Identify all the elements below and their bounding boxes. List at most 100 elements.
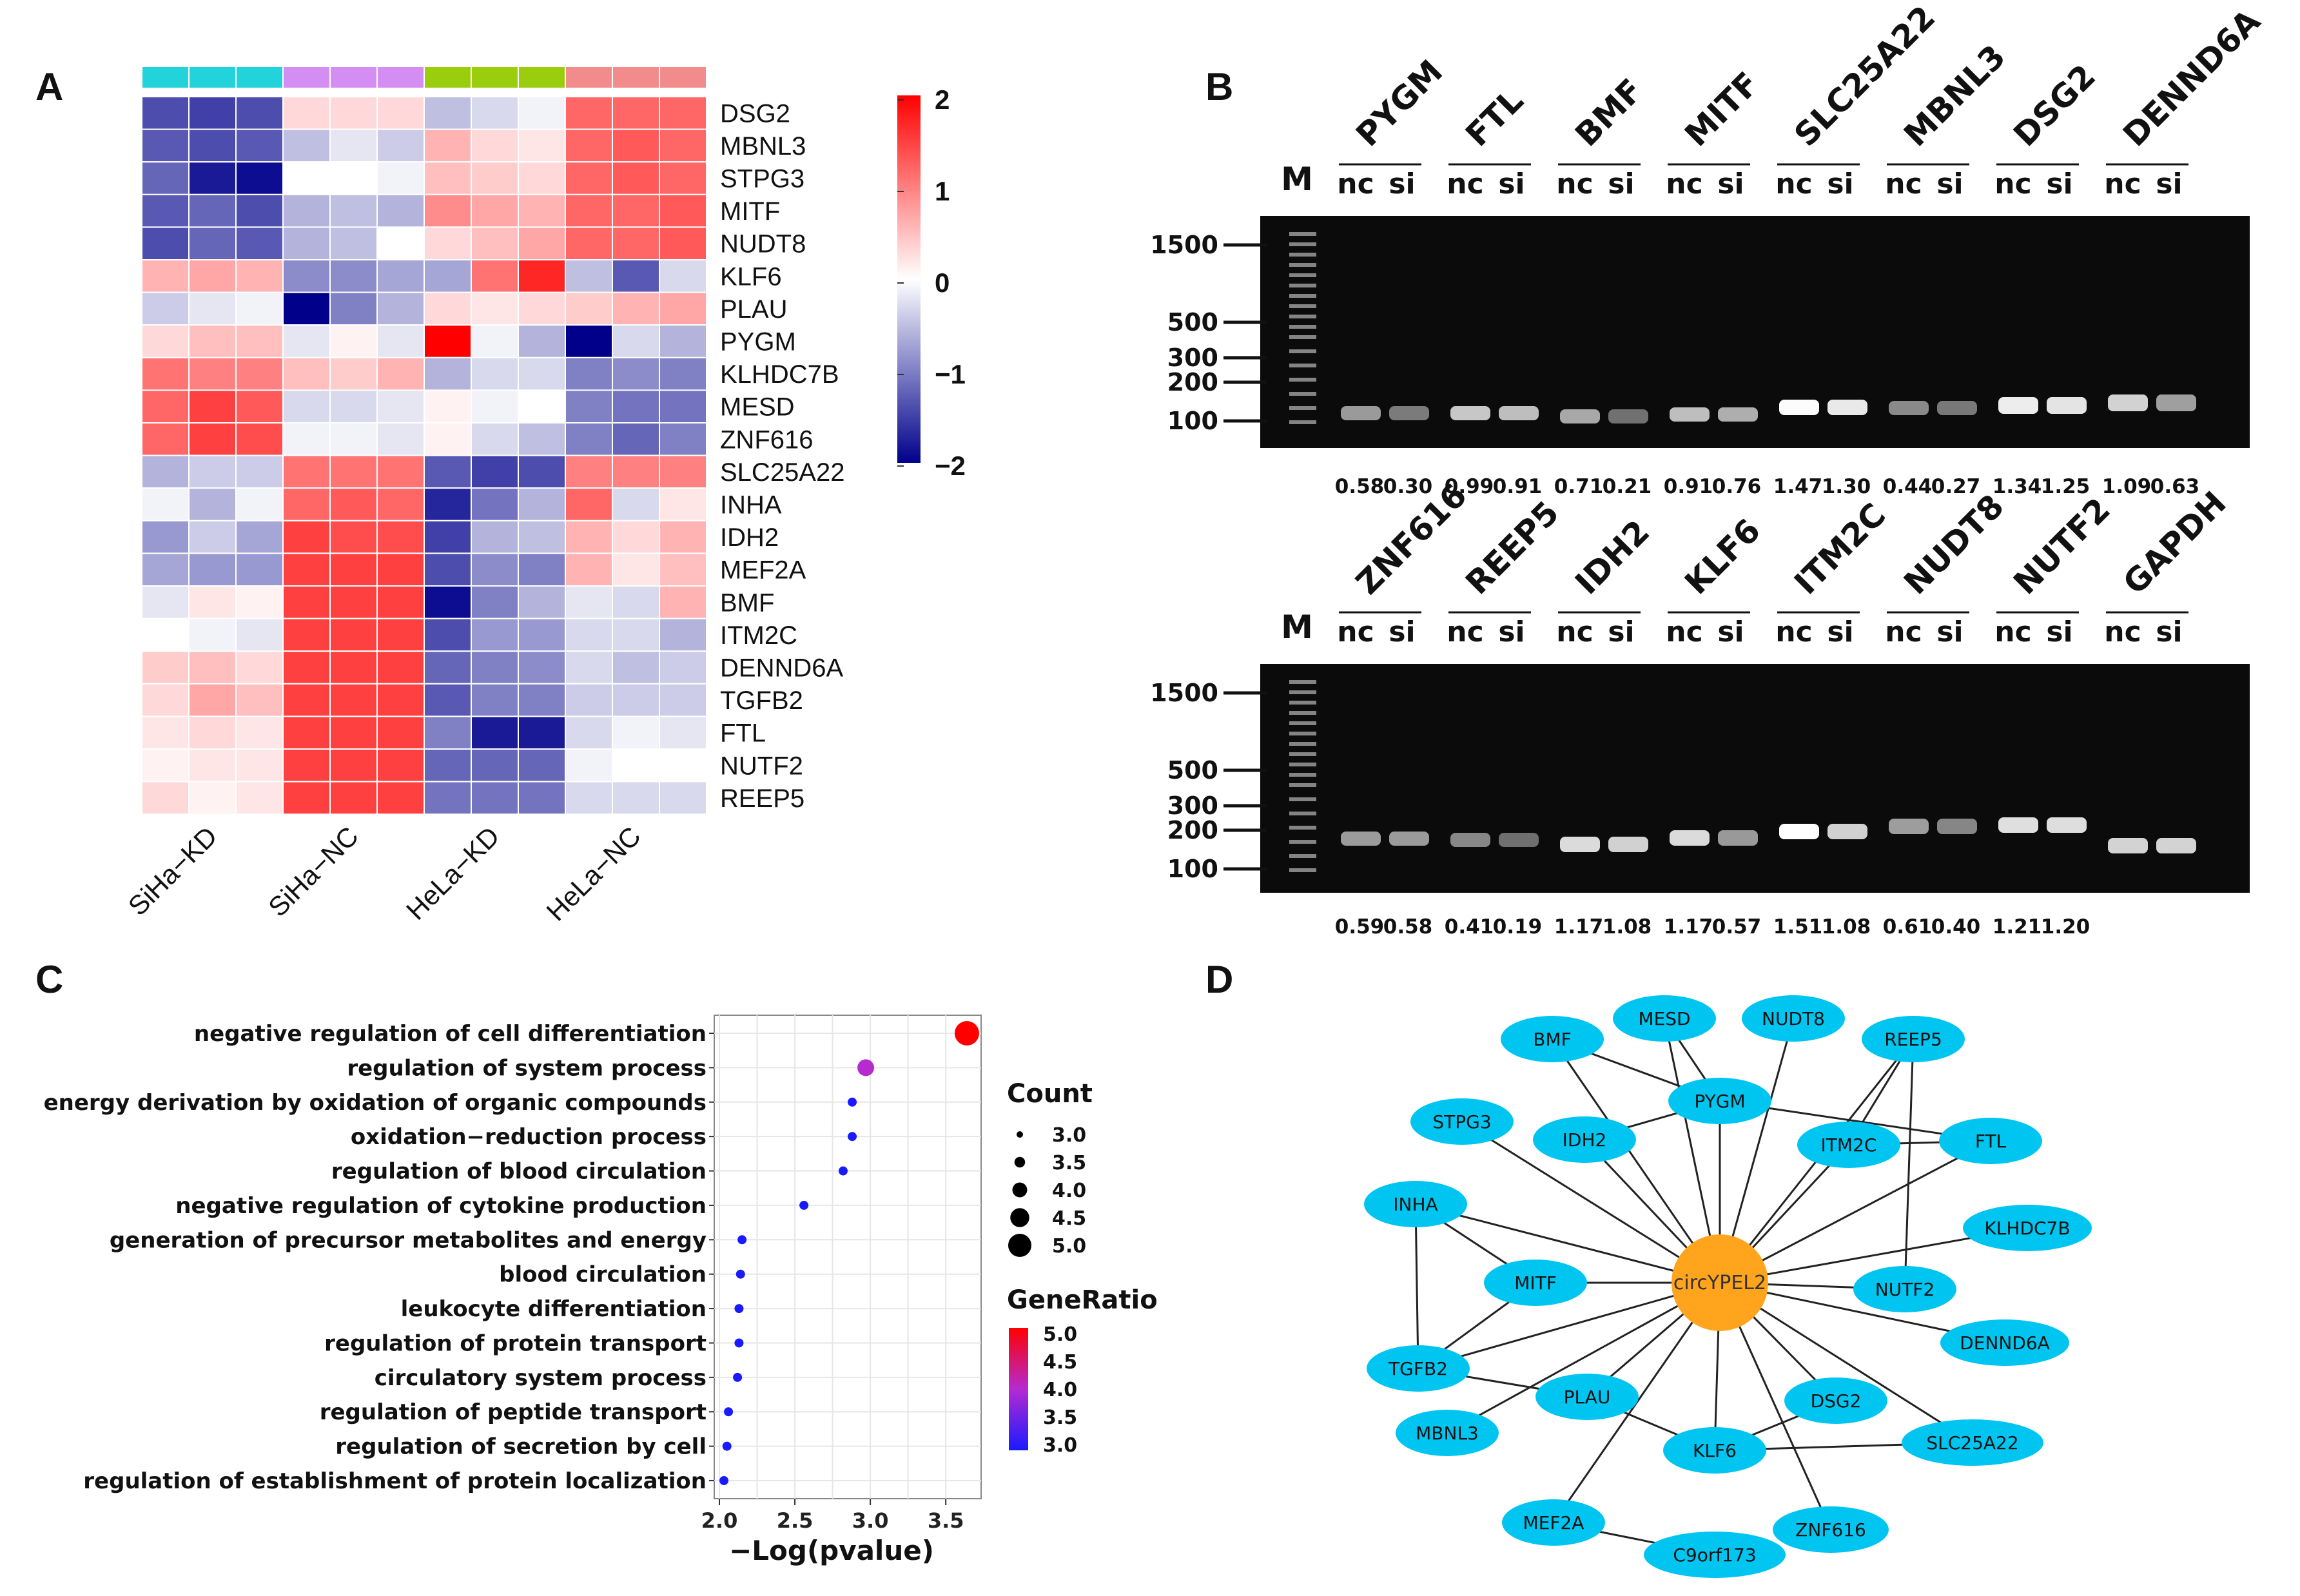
gel-band — [1827, 824, 1867, 839]
gel-marker-size: 300 — [1167, 792, 1218, 820]
heatmap-cell — [518, 781, 566, 815]
go-legend-ratio-value: 5.0 — [1043, 1323, 1077, 1346]
gel-band — [1608, 837, 1648, 852]
gel-quantity: 0.58 — [1383, 915, 1433, 939]
heatmap-cell — [282, 781, 331, 815]
heatmap-cell — [141, 226, 190, 260]
heatmap-cell — [376, 487, 425, 521]
heatmap-cell — [282, 715, 331, 750]
heatmap-cell — [565, 161, 613, 195]
heatmap-gene-label: IDH2 — [720, 523, 779, 552]
gel-quantity: 1.51 — [1773, 915, 1823, 939]
heatmap-cell — [518, 128, 566, 163]
group-color-cell — [471, 66, 519, 89]
colorbar-tick-label: 1 — [935, 176, 950, 206]
go-legend-ratio: 5.0 4.5 4.0 3.5 3.0 — [1043, 1323, 1077, 1457]
heatmap-cell — [424, 683, 472, 717]
heatmap-cell — [659, 454, 707, 489]
network-node-label: MBNL3 — [1416, 1423, 1479, 1444]
gel-nc-label: nc — [2104, 616, 2141, 648]
heatmap-cell — [612, 683, 660, 717]
heatmap-cell — [188, 291, 237, 326]
heatmap-cell — [424, 324, 472, 358]
gel-si-label: si — [2156, 168, 2182, 200]
heatmap-group-label: SiHa−NC — [262, 821, 364, 922]
gel-gene-label: FTL — [1458, 82, 1530, 154]
heatmap-cell — [518, 324, 566, 358]
go-term-label: regulation of establishment of protein l… — [83, 1468, 707, 1494]
heatmap-cell — [282, 748, 331, 783]
ladder-band — [1289, 812, 1316, 815]
gel-band — [1389, 406, 1429, 420]
gel-si-label: si — [1827, 168, 1853, 200]
network-edge — [1719, 1281, 1973, 1444]
gel-gene-label: MITF — [1677, 65, 1766, 154]
ladder-band — [1289, 294, 1316, 298]
heatmap-cell — [424, 259, 472, 293]
go-x-tick-label: 2.5 — [777, 1508, 814, 1533]
heatmap-cell — [329, 356, 378, 391]
heatmap-cell — [518, 487, 566, 521]
heatmap-cell — [471, 618, 519, 652]
heatmap-gene-label: INHA — [720, 491, 782, 520]
go-legend-count-dot — [1012, 1182, 1028, 1198]
gel-nc-label: nc — [1775, 168, 1812, 200]
heatmap-cell — [329, 226, 378, 260]
gel-gene-label: DENND6A — [2116, 2, 2267, 153]
gel-quantity: 1.30 — [1822, 475, 1871, 498]
group-color-cell — [565, 66, 613, 89]
network-node — [1784, 1377, 1887, 1424]
gel-quantity: 0.44 — [1883, 475, 1933, 498]
network-node-label: SLC25A22 — [1926, 1432, 2018, 1454]
heatmap-cell — [659, 356, 707, 391]
gel-nc-label: nc — [1337, 616, 1374, 648]
ladder-band — [1289, 701, 1316, 705]
network-node-label: ZNF616 — [1795, 1519, 1866, 1541]
gel-si-label: si — [1389, 616, 1415, 648]
heatmap-cell — [471, 585, 519, 619]
network-node — [1613, 995, 1716, 1042]
network-node-label: KLF6 — [1693, 1440, 1737, 1461]
gel-gene-label: NUDT8 — [1896, 487, 2011, 601]
heatmap-cell — [565, 128, 613, 163]
network-node-label: FTL — [1975, 1131, 2007, 1152]
heatmap-cell — [424, 454, 472, 489]
heatmap-cell — [188, 781, 237, 815]
network-node-label: MITF — [1514, 1272, 1557, 1294]
network-node-label: DSG2 — [1811, 1390, 1862, 1412]
heatmap-cell — [282, 324, 331, 358]
gel-quantity: 0.40 — [1931, 915, 1981, 939]
go-dot — [857, 1059, 875, 1076]
network-node — [1396, 1410, 1499, 1456]
gel-quantity: 1.47 — [1773, 475, 1823, 498]
heatmap-cell — [659, 781, 707, 815]
heatmap-cell — [659, 259, 707, 293]
heatmap-cell — [471, 552, 519, 587]
ladder-band — [1289, 420, 1316, 424]
heatmap-cell — [188, 552, 237, 587]
heatmap-cell — [659, 422, 707, 456]
gel-marker-label: M — [1281, 608, 1313, 646]
heatmap-cell — [141, 520, 190, 554]
heatmap-cell — [612, 389, 660, 424]
heatmap-cell — [518, 161, 566, 195]
ladder-band — [1289, 742, 1316, 746]
heatmap-cell — [282, 291, 331, 326]
network-edge — [1719, 1140, 1991, 1284]
heatmap-cell — [471, 715, 519, 750]
heatmap-cell — [141, 618, 190, 652]
heatmap-cell — [565, 618, 613, 652]
heatmap-cell — [329, 422, 378, 456]
heatmap-cell — [659, 552, 707, 587]
ladder-band — [1289, 690, 1316, 694]
network-node-label: DENND6A — [1960, 1332, 2050, 1354]
gel-marker-size: 1500 — [1150, 679, 1218, 707]
heatmap-cell — [329, 259, 378, 293]
heatmap-cell — [612, 748, 660, 783]
network-node-label: PYGM — [1694, 1091, 1745, 1112]
heatmap-cell — [376, 324, 425, 358]
heatmap-cell — [376, 618, 425, 652]
heatmap-cell — [424, 748, 472, 783]
heatmap-cell — [329, 683, 378, 717]
